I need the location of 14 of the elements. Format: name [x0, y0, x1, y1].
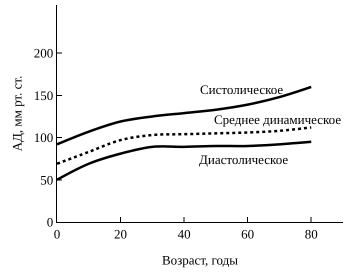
y-tick-label: 50 — [40, 172, 54, 188]
series-label: Среднее динамическое — [214, 112, 342, 127]
x-axis-title: Возраст, годы — [162, 252, 238, 268]
y-axis-title: АД, мм рт. ст. — [10, 76, 25, 152]
y-tick-label: 150 — [34, 88, 54, 103]
series-label: Систолическое — [200, 82, 284, 97]
x-tick-label: 80 — [304, 226, 318, 242]
x-tick-label: 60 — [241, 226, 254, 242]
y-tick-label: 100 — [34, 130, 54, 146]
x-tick-label: 20 — [114, 226, 128, 242]
x-tick-label: 40 — [178, 226, 191, 242]
series-label: Диастолическое — [199, 152, 288, 167]
y-tick-label: 200 — [34, 46, 54, 61]
y-tick-label: 0 — [46, 214, 54, 230]
